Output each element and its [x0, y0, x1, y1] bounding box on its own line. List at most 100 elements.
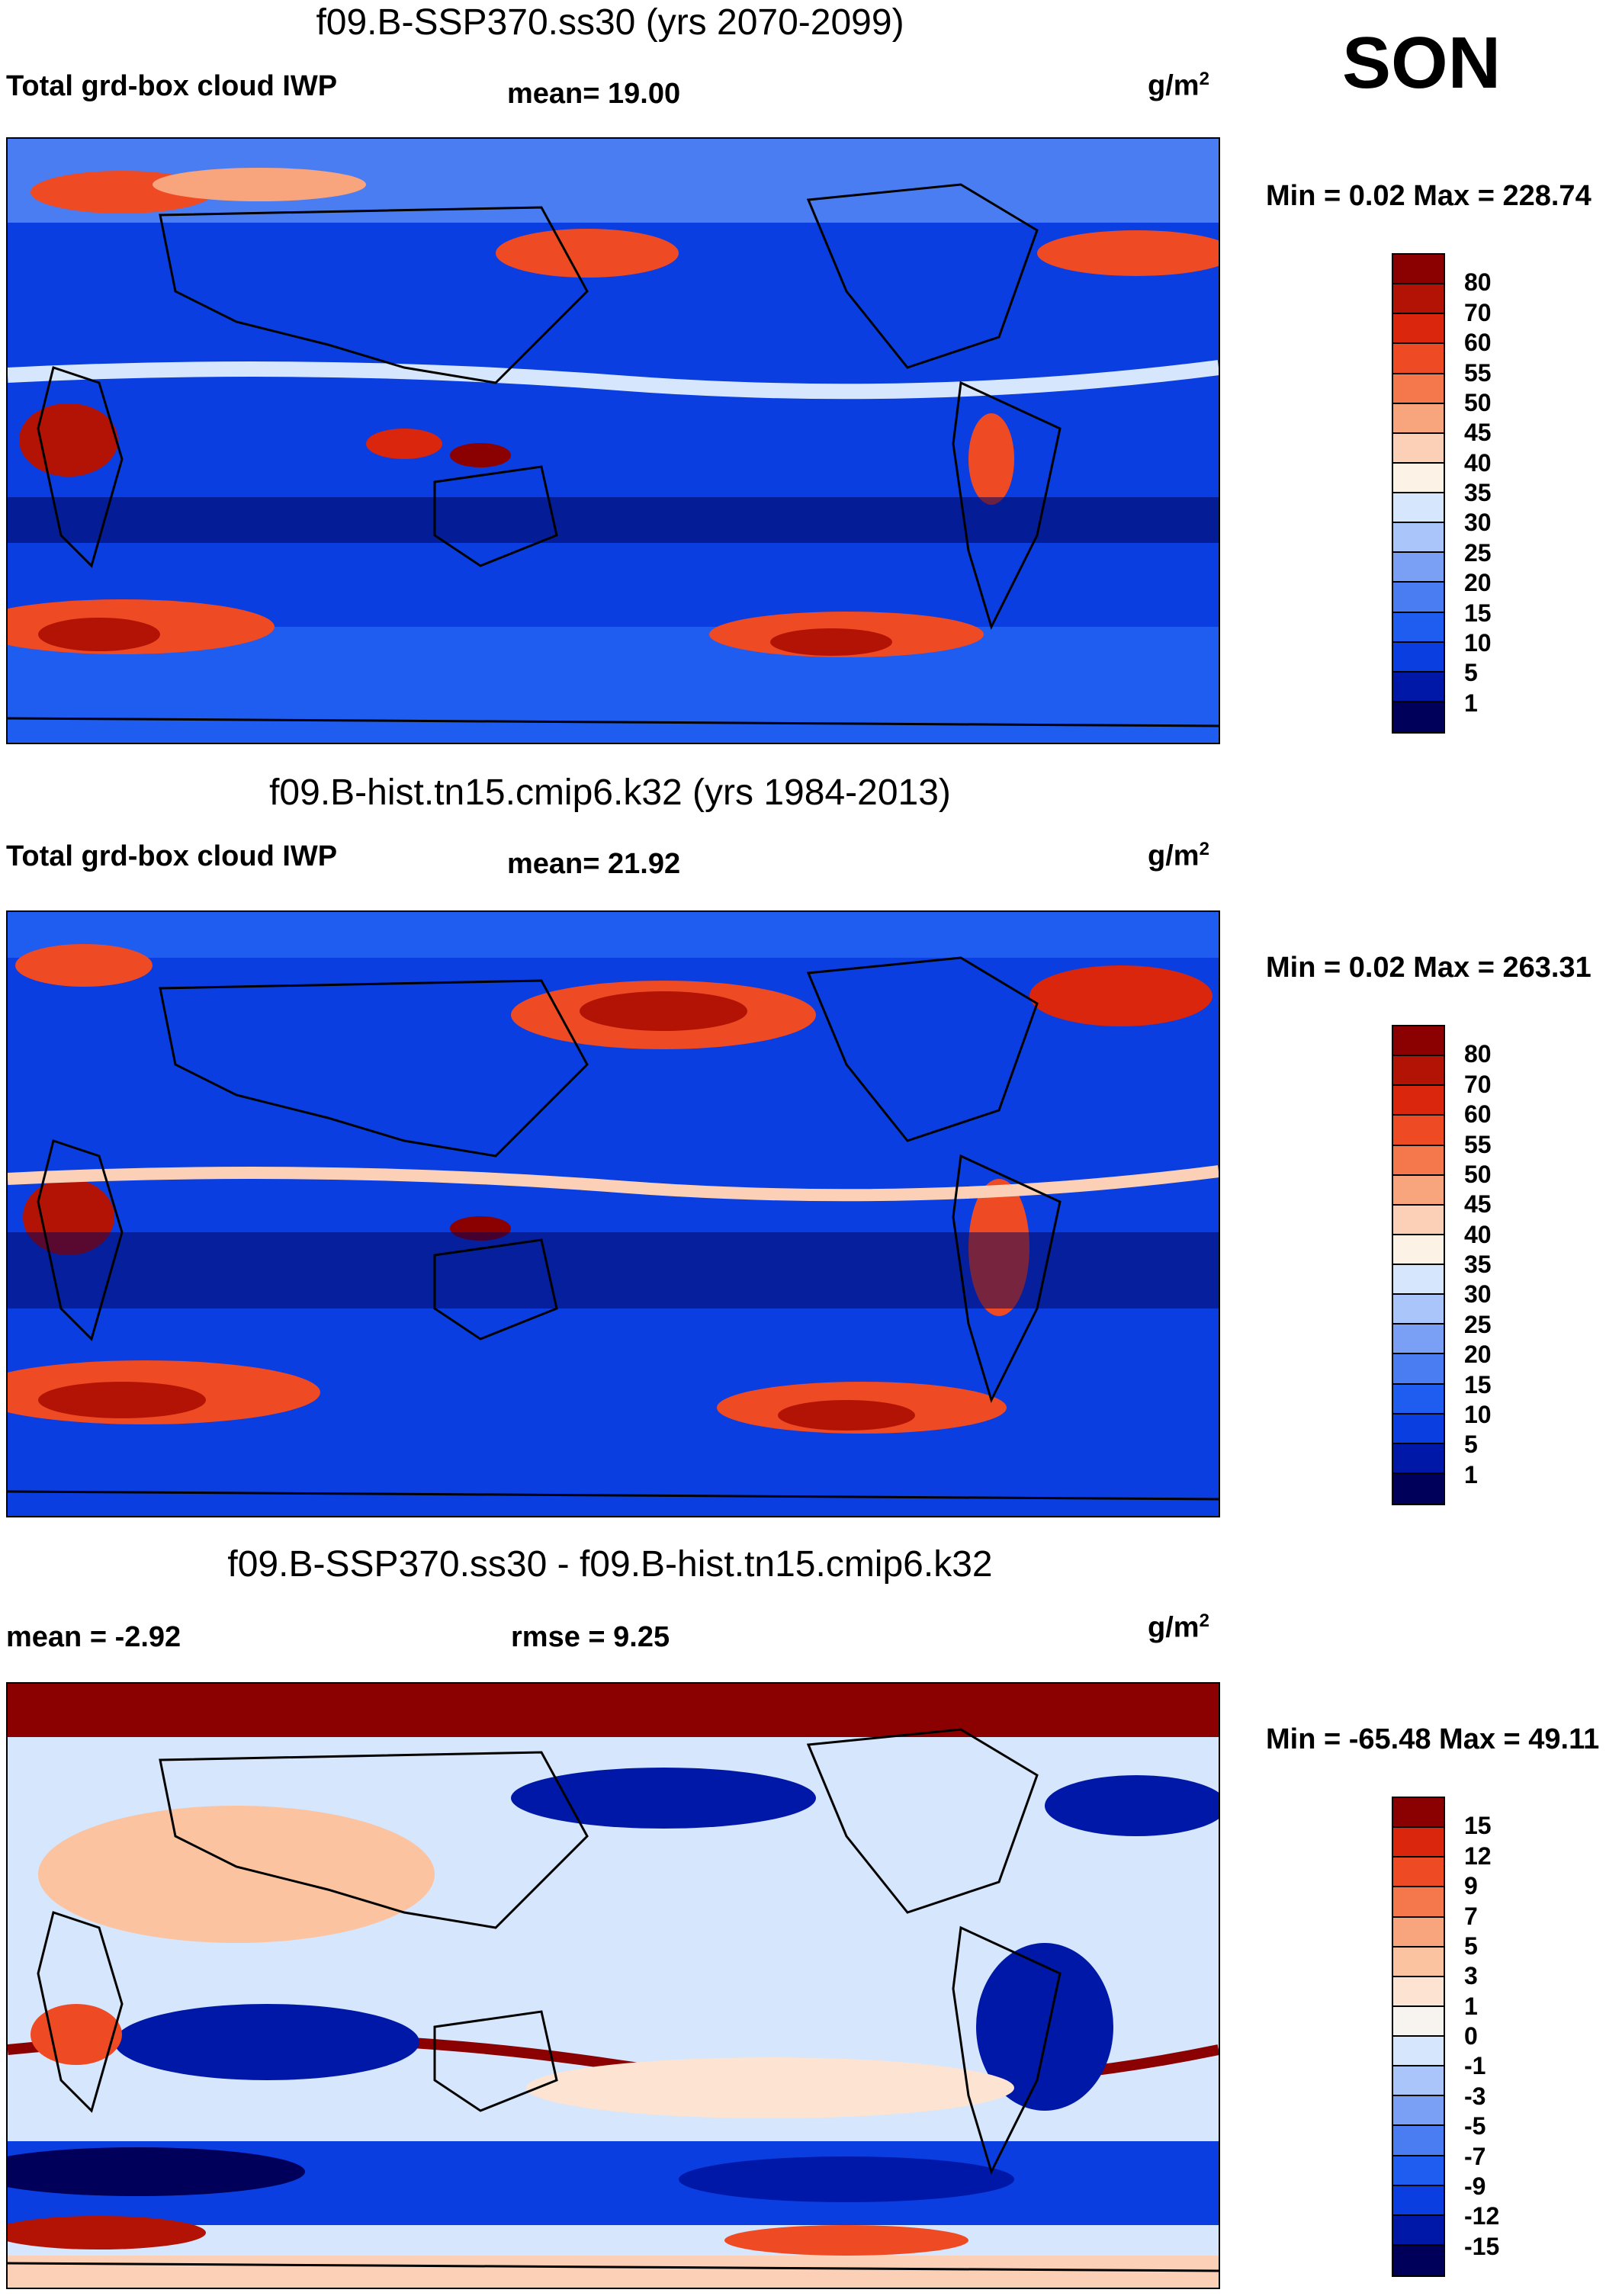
legend-swatch — [1393, 2006, 1444, 2037]
legend-swatch — [1393, 1235, 1444, 1265]
color-legend — [1392, 1025, 1445, 1505]
mean-label: mean= 19.00 — [507, 78, 681, 110]
legend-swatch — [1393, 1443, 1444, 1474]
world-map-icon — [6, 137, 1220, 744]
world-map-icon — [6, 1682, 1220, 2289]
legend-tick-label: 35 — [1464, 479, 1492, 506]
legend-tick-label: 40 — [1464, 1220, 1492, 1248]
legend-swatch — [1393, 1205, 1444, 1235]
legend-tick-label: 9 — [1464, 1872, 1478, 1900]
legend-swatch — [1393, 553, 1444, 583]
legend-swatch — [1393, 2126, 1444, 2156]
legend-tick-label: 1 — [1464, 689, 1478, 717]
legend-tick-label: 15 — [1464, 599, 1492, 627]
contour-map-hist — [8, 912, 1219, 1516]
legend-swatch — [1393, 2066, 1444, 2097]
legend-swatch — [1393, 1026, 1444, 1057]
legend-tick-label: 20 — [1464, 1341, 1492, 1369]
color-legend — [1392, 253, 1445, 734]
legend-tick-label: 25 — [1464, 538, 1492, 567]
legend-swatch — [1393, 1947, 1444, 1977]
legend-tick-label: 55 — [1464, 358, 1492, 387]
legend-tick-label: 7 — [1464, 1902, 1478, 1930]
legend-tick-label: 10 — [1464, 1400, 1492, 1428]
legend-swatch — [1393, 1473, 1444, 1504]
minmax-label: Min = 0.02 Max = 263.31 — [1266, 952, 1591, 984]
legend-swatch — [1393, 314, 1444, 345]
legend-swatch — [1393, 2185, 1444, 2216]
season-label: SON — [1342, 22, 1502, 104]
legend-tick-label: 12 — [1464, 1842, 1492, 1870]
legend-tick-label: 1 — [1464, 1460, 1478, 1488]
legend-swatch — [1393, 1917, 1444, 1948]
legend-tick-label: 35 — [1464, 1251, 1492, 1278]
legend-tick-label: 60 — [1464, 329, 1492, 357]
legend-tick-label: 40 — [1464, 448, 1492, 477]
legend-swatch — [1393, 493, 1444, 524]
mean-label: mean= 21.92 — [507, 848, 681, 880]
legend-swatch — [1393, 433, 1444, 464]
legend-swatch — [1393, 1414, 1444, 1444]
legend-tick-label: 70 — [1464, 1070, 1492, 1098]
legend-tick-label: -12 — [1464, 2202, 1500, 2230]
legend-tick-label: 15 — [1464, 1370, 1492, 1398]
legend-tick-label: 30 — [1464, 509, 1492, 537]
legend-tick-label: -1 — [1464, 2052, 1486, 2080]
legend-swatch — [1393, 1145, 1444, 1176]
legend-tick-label: 50 — [1464, 1160, 1492, 1188]
legend-tick-label: 80 — [1464, 1040, 1492, 1068]
unit-label: g/m2 — [1148, 69, 1209, 102]
legend-swatch — [1393, 1295, 1444, 1325]
legend-tick-label: 80 — [1464, 268, 1492, 297]
legend-tick-label: 5 — [1464, 1932, 1478, 1960]
unit-label: g/m2 — [1148, 839, 1209, 872]
legend-tick-label: -15 — [1464, 2232, 1500, 2260]
legend-tick-label: 10 — [1464, 628, 1492, 657]
legend-tick-label: -7 — [1464, 2142, 1486, 2170]
legend-swatch — [1393, 2096, 1444, 2127]
legend-swatch — [1393, 2156, 1444, 2186]
legend-swatch — [1393, 523, 1444, 554]
legend-swatch — [1393, 1828, 1444, 1858]
contour-map-difference — [8, 1684, 1219, 2288]
legend-tick-label: 3 — [1464, 1962, 1478, 1990]
rmse-label: rmse = 9.25 — [511, 1621, 670, 1653]
variable-label: Total grd-box cloud IWP — [6, 840, 338, 872]
minmax-label: Min = -65.48 Max = 49.11 — [1266, 1723, 1600, 1755]
unit-label: g/m2 — [1148, 1610, 1209, 1644]
legend-swatch — [1393, 672, 1444, 702]
legend-tick-label: 70 — [1464, 298, 1492, 326]
legend-swatch — [1393, 1798, 1444, 1829]
legend-tick-label: 45 — [1464, 1190, 1492, 1219]
legend-swatch — [1393, 1056, 1444, 1087]
legend-swatch — [1393, 1887, 1444, 1918]
legend-tick-label: 60 — [1464, 1100, 1492, 1129]
color-legend — [1392, 1797, 1445, 2277]
legend-swatch — [1393, 612, 1444, 643]
legend-tick-label: 25 — [1464, 1310, 1492, 1338]
legend-tick-label: 1 — [1464, 1992, 1478, 2020]
legend-swatch — [1393, 284, 1444, 315]
contour-map-ssp370 — [8, 139, 1219, 743]
legend-swatch — [1393, 344, 1444, 374]
legend-tick-label: 20 — [1464, 569, 1492, 597]
legend-tick-label: 15 — [1464, 1812, 1492, 1840]
legend-swatch — [1393, 1086, 1444, 1116]
legend-swatch — [1393, 1354, 1444, 1385]
diff-mean-label: mean = -2.92 — [6, 1621, 181, 1653]
legend-swatch — [1393, 1116, 1444, 1146]
panel-title: f09.B-SSP370.ss30 - f09.B-hist.tn15.cmip… — [227, 1544, 993, 1585]
legend-swatch — [1393, 2245, 1444, 2275]
legend-swatch — [1393, 2215, 1444, 2246]
legend-swatch — [1393, 1976, 1444, 2007]
legend-tick-label: 50 — [1464, 388, 1492, 416]
legend-swatch — [1393, 1265, 1444, 1296]
legend-swatch — [1393, 374, 1444, 404]
legend-tick-label: 55 — [1464, 1130, 1492, 1158]
legend-swatch — [1393, 1384, 1444, 1415]
legend-swatch — [1393, 702, 1444, 732]
legend-tick-label: 5 — [1464, 659, 1478, 687]
panel-title: f09.B-SSP370.ss30 (yrs 2070-2099) — [316, 2, 904, 43]
legend-tick-label: -3 — [1464, 2082, 1486, 2110]
legend-tick-label: 45 — [1464, 419, 1492, 447]
